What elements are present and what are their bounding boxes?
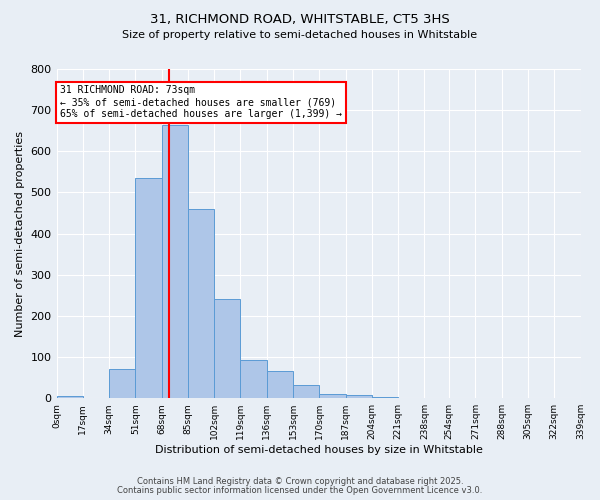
X-axis label: Distribution of semi-detached houses by size in Whitstable: Distribution of semi-detached houses by … bbox=[155, 445, 482, 455]
Bar bbox=[161, 124, 188, 398]
Bar bbox=[188, 209, 214, 398]
Bar bbox=[319, 394, 346, 398]
Bar bbox=[346, 395, 372, 398]
Bar bbox=[214, 300, 241, 398]
Bar bbox=[267, 370, 293, 398]
Text: Contains public sector information licensed under the Open Government Licence v3: Contains public sector information licen… bbox=[118, 486, 482, 495]
Text: 31, RICHMOND ROAD, WHITSTABLE, CT5 3HS: 31, RICHMOND ROAD, WHITSTABLE, CT5 3HS bbox=[150, 12, 450, 26]
Text: 31 RICHMOND ROAD: 73sqm
← 35% of semi-detached houses are smaller (769)
65% of s: 31 RICHMOND ROAD: 73sqm ← 35% of semi-de… bbox=[59, 86, 341, 118]
Bar bbox=[56, 396, 83, 398]
Bar bbox=[109, 370, 136, 398]
Y-axis label: Number of semi-detached properties: Number of semi-detached properties bbox=[15, 130, 25, 336]
Bar bbox=[136, 178, 161, 398]
Text: Size of property relative to semi-detached houses in Whitstable: Size of property relative to semi-detach… bbox=[122, 30, 478, 40]
Bar bbox=[293, 384, 319, 398]
Bar bbox=[241, 360, 267, 398]
Text: Contains HM Land Registry data © Crown copyright and database right 2025.: Contains HM Land Registry data © Crown c… bbox=[137, 477, 463, 486]
